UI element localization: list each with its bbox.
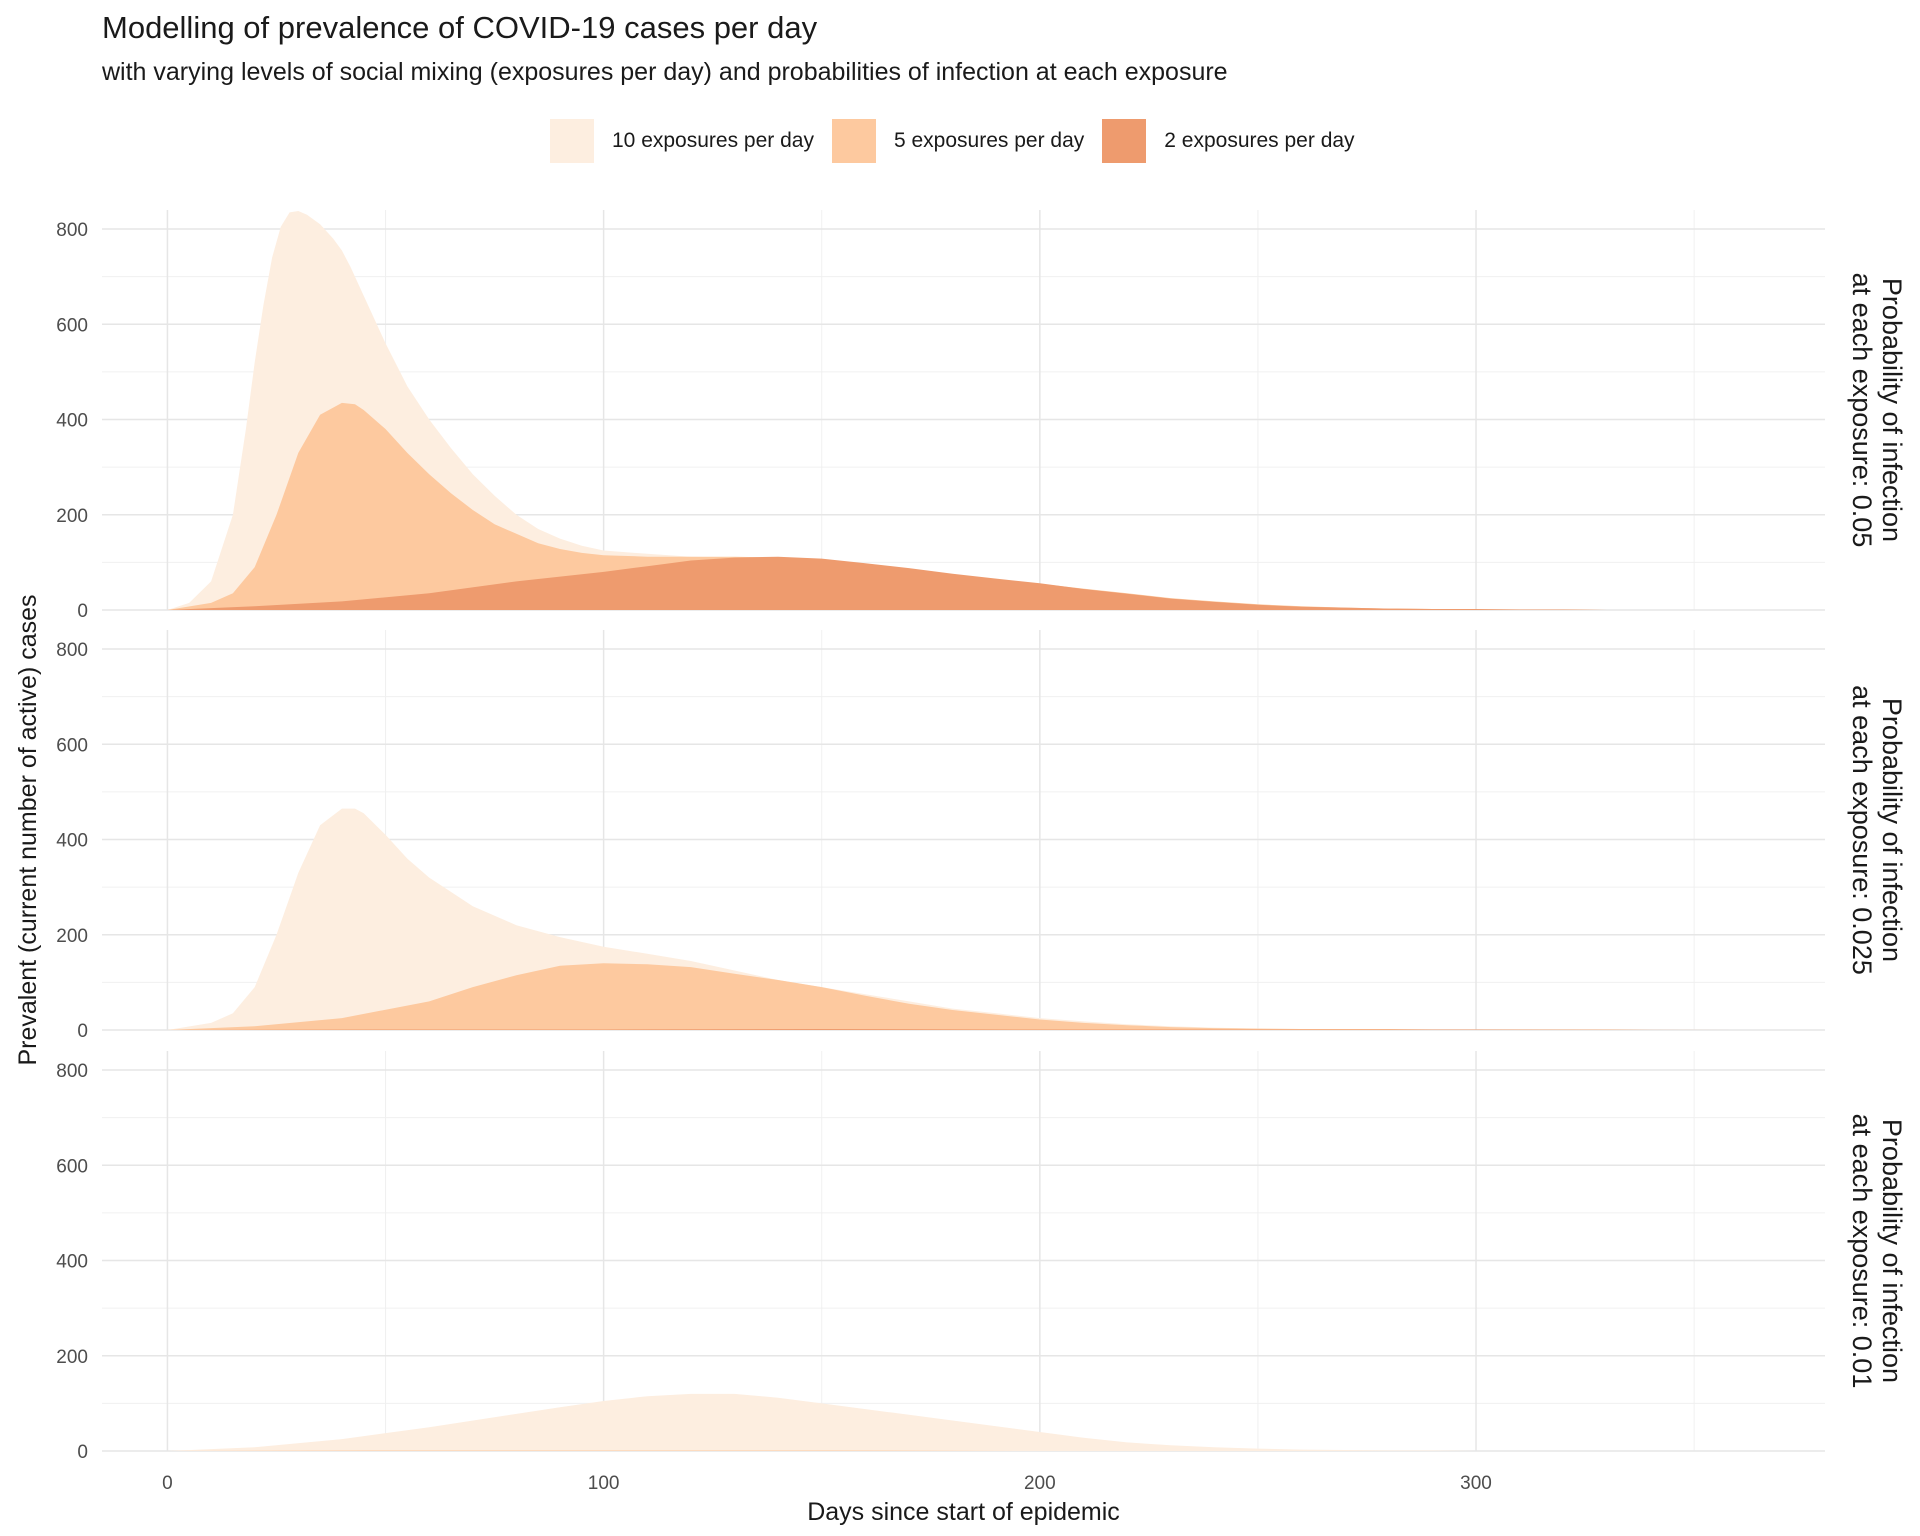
area-series-2-exposures: [167, 1029, 1738, 1030]
legend-key-10-exposures: [550, 119, 594, 163]
legend-label-2-exposures: 2 exposures per day: [1164, 129, 1355, 152]
y-tick-label: 0: [77, 1021, 88, 1042]
area-series-5-exposures: [167, 963, 1760, 1030]
y-tick-label: 400: [56, 1252, 88, 1273]
chart-subtitle: with varying levels of social mixing (ex…: [102, 58, 1228, 86]
facet-strip-label: Probability of infectionat each exposure…: [1847, 273, 1907, 548]
y-tick-label: 800: [56, 220, 88, 241]
area-series-5-exposures: [167, 402, 1651, 610]
facet-strip-label: Probability of infectionat each exposure…: [1847, 685, 1907, 975]
y-axis-title: Prevalent (current number of active) cas…: [14, 594, 42, 1065]
facet-strip-label-line: at each exposure: 0.025: [1847, 685, 1877, 975]
x-tick-label: 100: [588, 1473, 620, 1494]
area-series-5-exposures: [167, 1450, 1040, 1451]
facet-strip-label: Probability of infectionat each exposure…: [1847, 1114, 1907, 1389]
legend-key-2-exposures: [1102, 119, 1147, 163]
y-tick-label: 200: [56, 1347, 88, 1368]
y-tick-label: 600: [56, 735, 88, 756]
y-tick-label: 0: [77, 1442, 88, 1463]
x-tick-label: 300: [1460, 1473, 1492, 1494]
x-tick-label: 200: [1024, 1473, 1056, 1494]
legend-label-5-exposures: 5 exposures per day: [893, 129, 1085, 152]
y-tick-label: 0: [77, 601, 88, 622]
facet-strip-label-line: at each exposure: 0.05: [1847, 273, 1877, 548]
area-series-10-exposures: [167, 211, 1520, 610]
panel-2: 0 200 400 600 800 Probability of infectionat …: [56, 630, 1907, 1042]
legend-item-2-exposures: 2 exposures per day: [1102, 119, 1355, 163]
chart-title: Modelling of prevalence of COVID-19 case…: [102, 10, 818, 45]
y-tick-label: 800: [56, 640, 88, 661]
legend: 10 exposures per day 5 exposures per day…: [550, 118, 1373, 164]
panel-3: 0 200 400 600 800 Probability of infectionat …: [56, 1051, 1907, 1463]
area-series-10-exposures: [167, 1393, 1477, 1451]
y-tick-label: 400: [56, 831, 88, 852]
area-series-10-exposures: [167, 808, 1477, 1030]
legend-key-5-exposures: [831, 119, 876, 163]
x-axis-title: Days since start of epidemic: [807, 1498, 1120, 1526]
facet-strip-label-line: Probability of infection: [1877, 698, 1907, 962]
legend-item-5-exposures: 5 exposures per day: [831, 119, 1085, 163]
panel-1: 0 200 400 600 800 Probability of infectionat …: [56, 210, 1907, 622]
y-tick-label: 600: [56, 1156, 88, 1177]
legend-item-10-exposures: 10 exposures per day: [550, 119, 814, 163]
y-tick-label: 600: [56, 315, 88, 336]
y-tick-label: 800: [56, 1061, 88, 1082]
x-tick-label: 0: [162, 1473, 173, 1494]
y-tick-label: 200: [56, 506, 88, 527]
area-series-2-exposures: [167, 556, 1651, 610]
facet-strip-label-line: Probability of infection: [1877, 278, 1907, 542]
facet-strip-label-line: at each exposure: 0.01: [1847, 1114, 1877, 1389]
y-tick-label: 400: [56, 411, 88, 432]
y-tick-label: 200: [56, 926, 88, 947]
legend-label-10-exposures: 10 exposures per day: [612, 129, 814, 152]
facet-strip-label-line: Probability of infection: [1877, 1119, 1907, 1383]
